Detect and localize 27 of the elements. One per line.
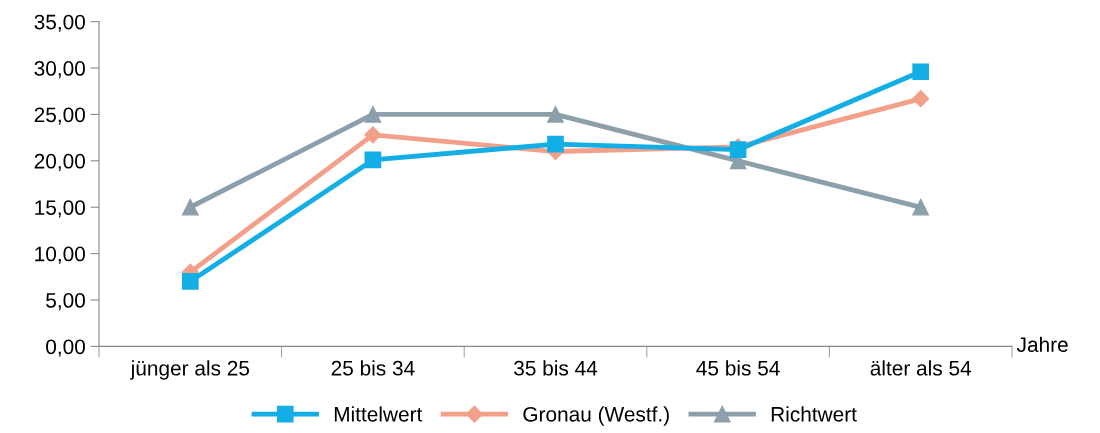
- legend-label: Richtwert: [771, 406, 857, 422]
- y-tick-label: 20,00: [34, 153, 85, 172]
- point: [912, 63, 930, 81]
- point: [181, 273, 199, 290]
- x-tick-label: 25 bis 34: [331, 360, 415, 376]
- x-tick-label: jünger als 25: [130, 360, 250, 380]
- point: [912, 198, 930, 216]
- x-tick-label: 45 bis 54: [696, 360, 780, 376]
- y-tick-label: 25,00: [34, 107, 85, 125]
- y-tick-label: 35,00: [34, 14, 85, 32]
- y-tick-label: 30,00: [34, 61, 85, 79]
- y-tick-label: 0,00: [46, 339, 85, 357]
- point: [912, 90, 930, 108]
- point: [181, 198, 199, 216]
- point: [547, 135, 564, 153]
- x-tick-label: 35 bis 44: [514, 360, 598, 376]
- x-tick-label: älter als 54: [870, 360, 972, 376]
- point: [547, 106, 564, 123]
- y-tick-label: 15,00: [35, 200, 85, 218]
- point: [364, 151, 382, 169]
- point: [364, 106, 382, 123]
- x-axis-title: Jahre: [1016, 336, 1068, 352]
- y-tick-label: 10,00: [35, 246, 85, 264]
- legend-label: Gronau (Westf.): [523, 406, 669, 426]
- legend-label: Mittelwert: [334, 406, 423, 422]
- y-tick-label: 5,00: [46, 293, 85, 311]
- point: [364, 126, 382, 144]
